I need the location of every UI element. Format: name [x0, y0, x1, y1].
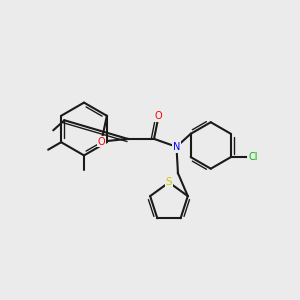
Text: N: N [173, 142, 180, 152]
Text: S: S [166, 177, 172, 188]
Text: O: O [98, 136, 105, 147]
Text: O: O [155, 111, 162, 122]
Text: Cl: Cl [249, 152, 258, 162]
